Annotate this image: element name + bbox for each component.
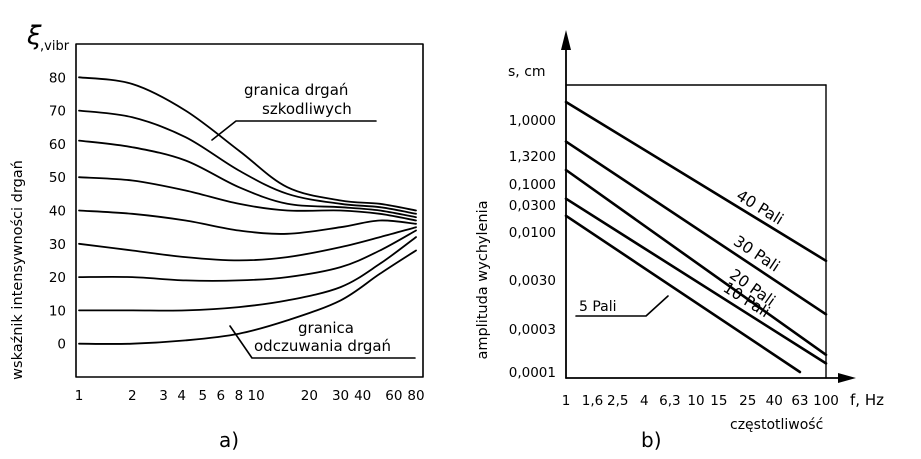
- annotation-perception-leader: [229, 325, 416, 359]
- panel-b-x-tick-label: 63: [791, 393, 808, 409]
- panel-a-curve-10: [78, 236, 417, 312]
- panel-a-x-tick-label: 5: [198, 388, 207, 404]
- panel-a-x-tick-label: 4: [177, 388, 186, 404]
- series-5-pali-leader: [575, 295, 669, 317]
- panel-a-curves: [78, 76, 417, 345]
- panel-b-series-line: [564, 197, 828, 365]
- panel-b-y-tick-label: 0,1000: [509, 177, 556, 193]
- panel-b-x-tick-label: 1: [562, 393, 571, 409]
- panel-b-ylabel-side: amplituda wychylenia: [475, 200, 491, 359]
- annotation-harmful-line1: granica drgań: [244, 81, 348, 99]
- panel-a-curve-50: [78, 176, 417, 222]
- panel-b-x-tick-label: 4: [640, 393, 649, 409]
- panel-a-y-ticks: 0 10 20 30 40 50 60 70 80: [49, 70, 66, 352]
- panel-a-chart: ξ ,vibr wskaźnik intensywności drgań 010…: [10, 21, 425, 452]
- panel-b-y-tick-label: 0,0030: [509, 273, 556, 289]
- panel-a-x-tick-label: 10: [247, 388, 264, 404]
- panel-b-y-tick-label: 0,0100: [509, 225, 556, 241]
- panel-b-series-line: [564, 214, 802, 374]
- panel-a-curve-40: [78, 209, 417, 235]
- panel-b-xlabel-unit: f, Hz: [850, 391, 884, 409]
- panel-b-y-tick-label: 1,3200: [509, 149, 556, 165]
- panel-a-curve-80: [78, 76, 417, 212]
- panel-a-x-ticks: 1 2 3 4 5 6 8 10 20 30 40 60 80: [75, 388, 425, 404]
- panel-a-x-tick-label: 80: [407, 388, 424, 404]
- panel-a-x-tick-label: 1: [75, 388, 84, 404]
- panel-a-x-tick-label: 6: [216, 388, 225, 404]
- panel-b-chart: s, cm amplituda wychylenia f, Hz częstot…: [475, 30, 884, 452]
- panel-a-y-tick-label: 20: [49, 270, 66, 286]
- series-5-pali-label: 5 Pali: [579, 299, 617, 315]
- panel-b-x-tick-label: 100: [813, 393, 839, 409]
- panel-a-y-tick-label: 70: [49, 104, 66, 120]
- panel-b-caption: b): [641, 428, 662, 452]
- panel-b-x-arrow: [838, 373, 856, 383]
- panel-a-caption: a): [219, 428, 239, 452]
- panel-a-y-tick-label: 10: [49, 303, 66, 319]
- panel-a-x-tick-label: 60: [385, 388, 402, 404]
- panel-b-y-ticks: 0,0001 0,0003 0,0030 0,0100 0,0300 0,1000 1,32…: [509, 113, 556, 381]
- panel-b-y-tick-label: 0,0300: [509, 198, 556, 214]
- panel-b-x-tick-label: 6,3: [659, 393, 680, 409]
- panel-a-ylabel-symbol: ξ: [26, 21, 42, 51]
- panel-a-curve-60: [78, 139, 417, 219]
- panel-b-y-arrow: [561, 30, 571, 50]
- panel-b-xlabel: częstotliwość: [730, 417, 823, 433]
- panel-a-x-tick-label: 20: [301, 388, 318, 404]
- panel-b-series-line: [564, 100, 828, 263]
- annotation-harmful-limit: granica drgań szkodliwych: [211, 81, 377, 141]
- panel-b-ylabel-unit: s, cm: [508, 64, 546, 80]
- panel-a-x-tick-label: 8: [235, 388, 244, 404]
- panel-a-y-tick-label: 50: [49, 170, 66, 186]
- panel-b-x-tick-label: 15: [710, 393, 727, 409]
- panel-a-y-tick-label: 30: [49, 237, 66, 253]
- annotation-harmful-line2: szkodliwych: [262, 100, 352, 118]
- panel-a-x-tick-label: 2: [128, 388, 137, 404]
- panel-a-x-tick-label: 30: [332, 388, 349, 404]
- panel-a-curve-20: [78, 229, 417, 282]
- panel-b-x-ticks: 1 1,6 2,5 4 6,3 10 15 25 40 63 100: [562, 393, 839, 409]
- panel-a-ylabel-side: wskaźnik intensywności drgań: [10, 160, 26, 380]
- panel-a-frame: [75, 43, 424, 378]
- panel-a-curve-30: [78, 226, 417, 262]
- panel-a-curve-70: [78, 109, 417, 215]
- panel-b-series-line: [564, 168, 828, 357]
- panel-b-x-tick-label: 25: [739, 393, 756, 409]
- panel-a-x-tick-label: 40: [354, 388, 371, 404]
- panel-a-y-tick-label: 80: [49, 70, 66, 86]
- panel-a-y-tick-label: 40: [49, 204, 66, 220]
- panel-a-curve-0: [78, 249, 417, 345]
- panel-a-ylabel-unit: ,vibr: [40, 39, 70, 54]
- panel-b-y-tick-label: 0,0003: [509, 322, 556, 338]
- panel-a-y-tick-label: 0: [57, 337, 66, 353]
- panel-b-y-tick-label: 1,0000: [509, 113, 556, 129]
- panel-b-series-line: [564, 140, 828, 316]
- annotation-perception-limit: granica odczuwania drgań: [229, 319, 416, 359]
- panel-b-x-tick-label: 10: [687, 393, 704, 409]
- panel-b-x-tick-label: 2,5: [607, 393, 628, 409]
- panel-b-x-tick-label: 40: [766, 393, 783, 409]
- annotation-perception-line2: odczuwania drgań: [254, 337, 391, 355]
- panel-b-y-tick-label: 0,0001: [509, 365, 556, 381]
- annotation-perception-line1: granica: [298, 319, 354, 337]
- panel-a-y-tick-label: 60: [49, 137, 66, 153]
- annotation-harmful-leader: [211, 120, 377, 141]
- panel-a-x-tick-label: 3: [159, 388, 168, 404]
- panel-b-x-tick-label: 1,6: [582, 393, 603, 409]
